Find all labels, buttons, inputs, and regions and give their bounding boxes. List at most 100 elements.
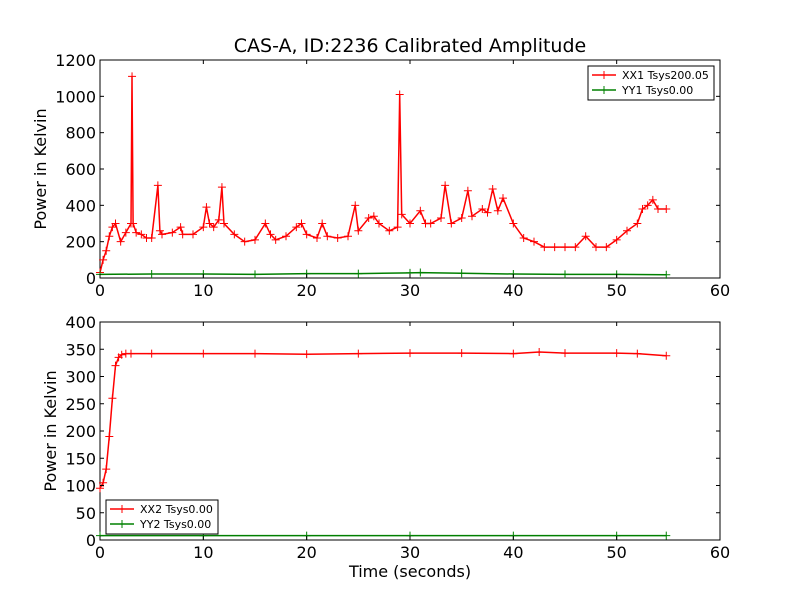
top-legend-box: [587, 65, 715, 101]
bottom-series-0-point: [251, 349, 259, 358]
top-y-tick-label: 200: [65, 233, 96, 252]
top-series-0-line: [99, 76, 667, 273]
top-legend-label: XX1 Tsys200.05: [622, 69, 709, 82]
top-series-0-point: [240, 237, 249, 246]
top-series-0-point: [581, 232, 590, 241]
top-series-0-point: [251, 235, 259, 244]
top-series-0-point: [488, 184, 497, 193]
bottom-series-0-point: [561, 349, 569, 358]
top-series-0-point: [105, 232, 114, 241]
bottom-y-tick-label: 100: [65, 477, 96, 496]
top-series-0-point: [344, 232, 352, 241]
top-series-0-point: [406, 219, 414, 228]
bottom-x-tick-label: 20: [296, 543, 316, 562]
top-series-0-point: [441, 181, 450, 190]
bottom-x-tick-label: 30: [400, 543, 420, 562]
top-series-1-point: [147, 270, 156, 279]
top-series-0-point: [220, 219, 228, 228]
top-series-0-point: [592, 243, 600, 252]
top-legend-label: YY1 Tsys0.00: [621, 84, 693, 97]
top-series-0-point: [230, 230, 239, 239]
bottom-legend-marker: [118, 520, 126, 528]
bottom-series-0-point: [117, 350, 126, 359]
bottom-y-tick-label: 350: [65, 340, 96, 359]
top-series-0-point: [302, 230, 311, 239]
top-series-0-point: [121, 228, 130, 237]
top-series-0-point: [102, 246, 111, 255]
top-x-tick-label: 50: [606, 281, 626, 300]
top-y-axis-label: Power in Kelvin: [31, 108, 50, 229]
top-series-0-point: [416, 206, 425, 215]
bottom-series-0-point: [535, 347, 544, 356]
top-y-tick-label: 1000: [55, 87, 96, 106]
top-series-0-point: [375, 219, 383, 228]
top-series-0-point: [638, 204, 647, 213]
top-series-0-point: [571, 243, 580, 252]
top-series-0-point: [602, 243, 611, 252]
bottom-y-tick-label: 0: [86, 531, 96, 550]
top-series-0-point: [261, 219, 270, 228]
bottom-x-tick-label: 0: [95, 543, 105, 562]
bottom-y-axis-label: Power in Kelvin: [41, 370, 60, 491]
bottom-series-0-point: [633, 349, 642, 358]
top-series-0-point: [137, 230, 146, 239]
top-series-0-point: [333, 234, 342, 243]
bottom-x-axis-label: Time (seconds): [348, 562, 471, 581]
top-series-0-point: [132, 228, 141, 237]
bottom-chart-panel: Power in Kelvin Time (seconds) 0 10 20 30 40…: [41, 313, 730, 581]
top-series-1-point: [457, 269, 466, 278]
top-series-0-point: [323, 232, 332, 241]
top-series-0-point: [271, 235, 280, 244]
top-series-0-point: [155, 226, 164, 235]
top-series-0-point: [176, 223, 185, 232]
top-series-0-point: [519, 234, 528, 243]
bottom-x-tick-label: 10: [193, 543, 213, 562]
top-series-0-point: [116, 237, 125, 246]
bottom-y-tick-label: 250: [65, 395, 96, 414]
bottom-legend-label: XX2 Tsys0.00: [140, 503, 213, 516]
top-series-0-point: [654, 204, 662, 213]
top-series-0-point: [483, 208, 492, 217]
top-series-0-point: [395, 90, 404, 99]
chart-title: CAS-A, ID:2236 Calibrated Amplitude: [234, 35, 586, 57]
top-series-0-point: [493, 206, 502, 215]
top-series-0-point: [463, 186, 472, 195]
top-series-0-point: [550, 243, 559, 252]
top-series-0-point: [214, 215, 223, 224]
top-series-0-point: [385, 226, 394, 235]
top-series-0-point: [623, 226, 631, 235]
top-chart-panel: Power in Kelvin 0 10 20 30 40 50 6002004006008…: [31, 51, 730, 300]
top-series-0-point: [128, 72, 137, 81]
top-y-tick-label: 1200: [55, 51, 96, 70]
bottom-y-tick-label: 300: [65, 368, 96, 387]
top-series-0-point: [266, 230, 275, 239]
top-series-0-point: [158, 230, 166, 239]
top-series-0-point: [397, 210, 406, 219]
top-series-0-point: [168, 228, 177, 237]
bottom-series-0-point: [199, 349, 208, 358]
bottom-series-0-point: [302, 350, 311, 359]
top-series-0-point: [313, 234, 321, 243]
bottom-series-0-point: [108, 394, 117, 403]
top-series-0-point: [426, 219, 435, 228]
top-series-0-point: [153, 181, 162, 190]
bottom-series-0-point: [457, 349, 466, 358]
top-series-0-point: [509, 219, 518, 228]
top-y-tick-label: 0: [86, 269, 96, 288]
top-series-0-point: [199, 223, 208, 232]
top-series-0-point: [364, 214, 373, 223]
top-series-0-point: [282, 232, 290, 241]
bottom-x-tick-label: 60: [710, 543, 730, 562]
top-y-tick-label: 600: [65, 160, 96, 179]
top-series-0-point: [648, 195, 657, 204]
top-legend: XX1 Tsys200.05 YY1 Tsys0.00: [587, 65, 715, 101]
top-series-0-point: [393, 223, 402, 232]
top-series-0-point: [111, 219, 120, 228]
top-series-1-point: [416, 268, 425, 277]
bottom-series-0-point: [354, 349, 363, 358]
bottom-y-tick-label: 150: [65, 449, 96, 468]
bottom-legend-box: [105, 499, 219, 535]
bottom-series-0-point: [127, 349, 135, 358]
bottom-x-tick-label: 50: [606, 543, 626, 562]
